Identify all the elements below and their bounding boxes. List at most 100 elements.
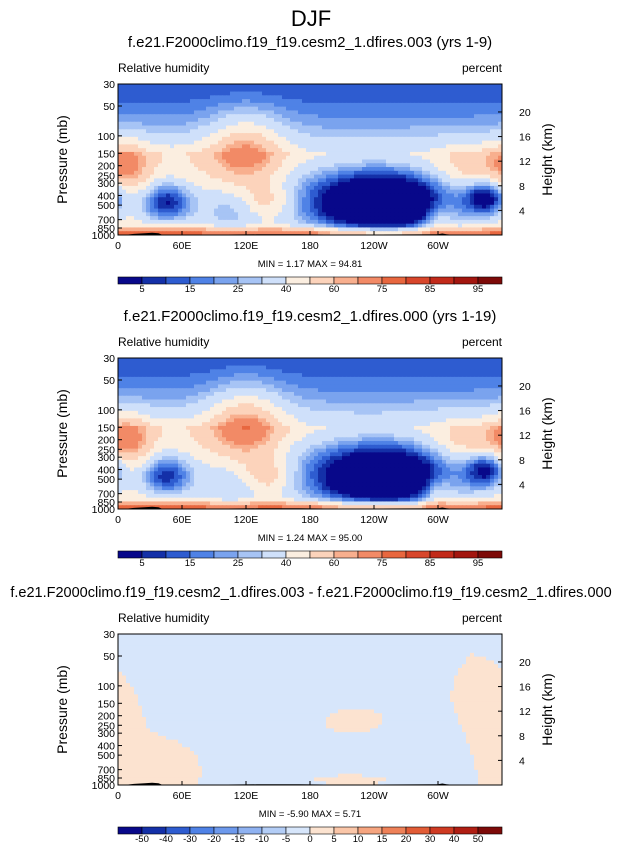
- y-tick-label: 300: [97, 178, 115, 190]
- y-tick-label: 400: [97, 465, 115, 477]
- colorbar-label: 95: [473, 284, 484, 295]
- colorbar-swatch: [213, 276, 239, 285]
- colorbar-swatch: [309, 550, 335, 559]
- colorbar-swatch: [117, 276, 143, 285]
- x-tick-label: 180: [301, 240, 319, 252]
- colorbar-swatch: [237, 550, 263, 559]
- left-label: Relative humidity: [118, 611, 209, 625]
- colorbar-label: 40: [449, 834, 460, 845]
- field: [118, 84, 502, 235]
- colorbar-swatch: [165, 550, 191, 559]
- y2-tick-label: 8: [519, 455, 525, 467]
- y-tick-label: 850: [97, 497, 115, 509]
- y-axis-title: Pressure (mb): [54, 115, 70, 204]
- y-tick-label: 50: [103, 101, 115, 113]
- x-tick-label: 0: [115, 240, 121, 252]
- colorbar-swatch: [453, 276, 479, 285]
- colorbar-label: 15: [185, 284, 196, 295]
- colorbar-swatch: [477, 276, 503, 285]
- colorbar-swatch: [333, 826, 359, 835]
- y-tick-label: 700: [97, 489, 115, 501]
- y2-tick-label: 20: [519, 381, 531, 393]
- panel-1: f.e21.F2000climo.f19_f19.cesm2_1.dfires.…: [54, 34, 555, 295]
- y-tick-label: 400: [97, 191, 115, 203]
- colorbar-swatch: [429, 826, 455, 835]
- y-tick-label: 100: [97, 681, 115, 693]
- panel-title: f.e21.F2000climo.f19_f19.cesm2_1.dfires.…: [124, 308, 497, 325]
- y-tick-label: 500: [97, 750, 115, 762]
- y-tick-label: 100: [97, 405, 115, 417]
- colorbar-label: 75: [377, 284, 388, 295]
- y-tick-label: 30: [103, 79, 115, 91]
- colorbar-label: 15: [377, 834, 388, 845]
- colorbar-label: 20: [401, 834, 412, 845]
- x-tick-label: 180: [301, 514, 319, 526]
- y-tick-label: 1000: [92, 230, 116, 242]
- colorbar-label: -20: [207, 834, 221, 845]
- y-tick-label: 200: [97, 711, 115, 723]
- colorbar-swatch: [477, 826, 503, 835]
- x-tick-label: 120W: [360, 790, 388, 802]
- colorbar-swatch: [213, 550, 239, 559]
- y-tick-label: 100: [97, 131, 115, 143]
- y-tick-label: 400: [97, 741, 115, 753]
- colorbar-label: 75: [377, 558, 388, 569]
- colorbar-swatch: [117, 826, 143, 835]
- y-tick-label: 150: [97, 148, 115, 160]
- y2-axis-title: Height (km): [539, 123, 555, 195]
- colorbar-swatch: [381, 550, 407, 559]
- colorbar-swatch: [261, 826, 287, 835]
- colorbar-swatch: [309, 276, 335, 285]
- panel-title: f.e21.F2000climo.f19_f19.cesm2_1.dfires.…: [128, 34, 492, 51]
- colorbar-swatch: [357, 550, 383, 559]
- y2-tick-label: 16: [519, 406, 531, 418]
- x-tick-label: 120W: [360, 240, 388, 252]
- right-label: percent: [462, 335, 503, 349]
- y-tick-label: 150: [97, 698, 115, 710]
- y-tick-label: 200: [97, 161, 115, 173]
- colorbar-label: -30: [183, 834, 197, 845]
- colorbar-label: 25: [233, 284, 244, 295]
- panel-3: f.e21.F2000climo.f19_f19.cesm2_1.dfires.…: [10, 585, 611, 845]
- colorbar-label: 30: [425, 834, 436, 845]
- y-tick-label: 250: [97, 170, 115, 182]
- y2-tick-label: 4: [519, 205, 525, 217]
- y-tick-label: 50: [103, 375, 115, 387]
- colorbar-label: -5: [282, 834, 290, 845]
- colorbar-label: -10: [255, 834, 269, 845]
- x-tick-label: 60W: [427, 514, 449, 526]
- colorbar-swatch: [189, 826, 215, 835]
- colorbar-swatch: [141, 550, 167, 559]
- colorbar-label: -50: [135, 834, 149, 845]
- colorbar-swatch: [189, 550, 215, 559]
- colorbar-swatch: [429, 276, 455, 285]
- x-tick-label: 60E: [173, 514, 192, 526]
- field: [118, 634, 502, 785]
- y2-tick-label: 8: [519, 181, 525, 193]
- colorbar-swatch: [285, 550, 311, 559]
- stats-text: MIN = -5.90 MAX = 5.71: [259, 809, 361, 820]
- colorbar-label: 0: [307, 834, 312, 845]
- colorbar-swatch: [357, 276, 383, 285]
- colorbar-label: 15: [185, 558, 196, 569]
- y2-tick-label: 4: [519, 755, 525, 767]
- y2-tick-label: 12: [519, 706, 531, 718]
- x-tick-label: 60E: [173, 790, 192, 802]
- y2-tick-label: 20: [519, 657, 531, 669]
- field: [118, 358, 502, 509]
- colorbar-swatch: [261, 276, 287, 285]
- left-label: Relative humidity: [118, 335, 209, 349]
- y-tick-label: 50: [103, 651, 115, 663]
- y-tick-label: 250: [97, 720, 115, 732]
- colorbar-swatch: [477, 550, 503, 559]
- colorbar-label: 40: [281, 284, 292, 295]
- colorbar-label: 60: [329, 558, 340, 569]
- y-tick-label: 700: [97, 215, 115, 227]
- x-tick-label: 0: [115, 790, 121, 802]
- colorbar-label: 40: [281, 558, 292, 569]
- colorbar-swatch: [213, 826, 239, 835]
- colorbar-swatch: [237, 826, 263, 835]
- y-tick-label: 700: [97, 765, 115, 777]
- colorbar-label: 50: [473, 834, 484, 845]
- colorbar-swatch: [165, 276, 191, 285]
